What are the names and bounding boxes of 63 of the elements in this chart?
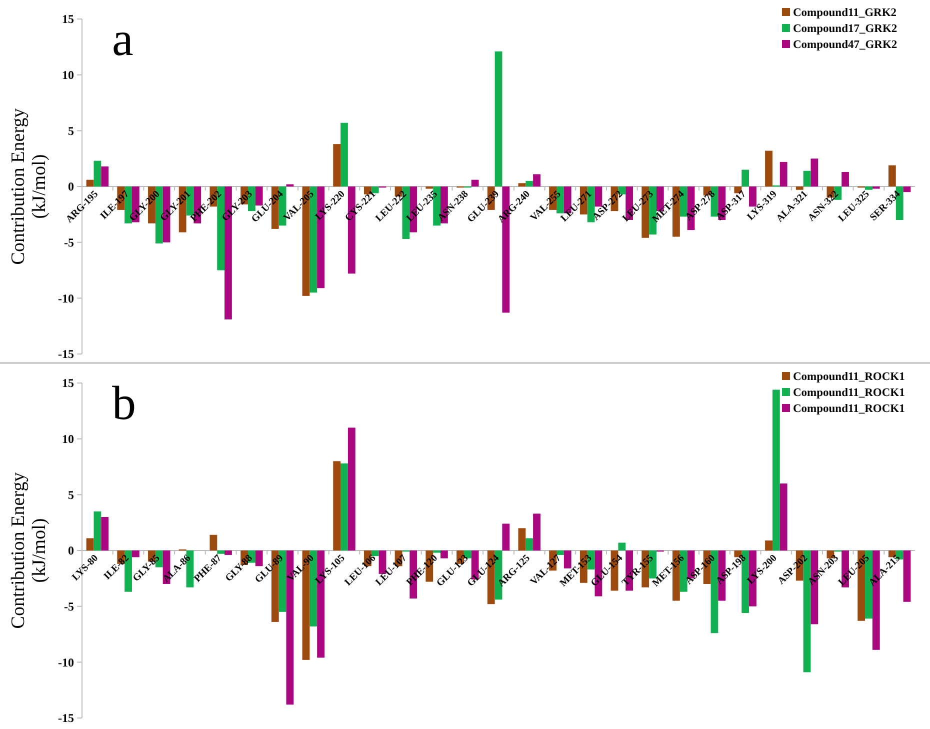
bar — [842, 172, 849, 186]
bar — [333, 144, 341, 186]
legend-label: Compound11_ROCK1 — [793, 403, 906, 416]
bar — [348, 428, 356, 550]
y-tick-label: 0 — [68, 544, 74, 558]
bar — [765, 150, 772, 186]
bar — [865, 186, 872, 190]
bar — [340, 122, 348, 186]
bar — [526, 538, 534, 550]
y-tick-label: -5 — [64, 600, 74, 614]
bar — [533, 514, 540, 550]
legend-label: Compound11_GRK2 — [793, 7, 897, 20]
bar — [556, 550, 564, 555]
bar — [765, 540, 772, 550]
bar — [903, 550, 911, 602]
bar — [742, 170, 750, 186]
bar — [94, 511, 102, 550]
legend-label: Compound47_GRK2 — [793, 39, 898, 52]
y-tick-label: -5 — [64, 236, 74, 250]
chart-title: a — [112, 13, 134, 66]
legend-label: Compound17_GRK2 — [793, 23, 898, 36]
chart-title: b — [112, 377, 136, 430]
legend-label: Compound11_ROCK1 — [793, 371, 906, 384]
bar — [518, 183, 526, 186]
y-tick-label: -10 — [58, 655, 74, 670]
bar — [533, 174, 540, 186]
y-tick-label: 0 — [68, 180, 74, 194]
bar — [526, 180, 534, 186]
bar — [101, 517, 109, 550]
bar — [471, 180, 479, 186]
bar — [780, 484, 788, 550]
bar — [796, 186, 804, 190]
bar — [210, 534, 218, 550]
bar — [94, 160, 102, 186]
bar — [333, 461, 341, 550]
bar — [86, 180, 94, 186]
bar — [86, 538, 94, 550]
y-tick-label: 10 — [62, 432, 74, 446]
bar — [618, 542, 626, 550]
y-tick-label: -15 — [58, 347, 74, 362]
y-axis-title: Contribution Energy (kJ/mol) — [8, 108, 50, 265]
y-tick-label: 5 — [68, 488, 74, 502]
bar — [224, 550, 232, 555]
bar — [518, 528, 526, 550]
bar — [803, 170, 811, 186]
bar — [502, 524, 510, 550]
bar — [780, 162, 788, 186]
y-tick-label: 15 — [62, 12, 74, 26]
legend-label: Compound11_ROCK1 — [793, 387, 906, 400]
y-tick-label: -15 — [58, 711, 74, 726]
y-tick-label: 10 — [62, 68, 74, 82]
y-tick-label: 15 — [62, 376, 74, 390]
bar — [217, 550, 225, 554]
bar — [101, 166, 109, 186]
bar — [772, 390, 780, 550]
bar — [494, 51, 502, 186]
y-tick-label: 5 — [68, 124, 74, 138]
y-axis-title: Contribution Energy (kJ/mol) — [8, 472, 50, 629]
bar — [903, 186, 911, 192]
y-tick-label: -10 — [58, 291, 74, 306]
bar — [340, 463, 348, 550]
bar — [810, 158, 818, 186]
bar — [888, 165, 896, 186]
